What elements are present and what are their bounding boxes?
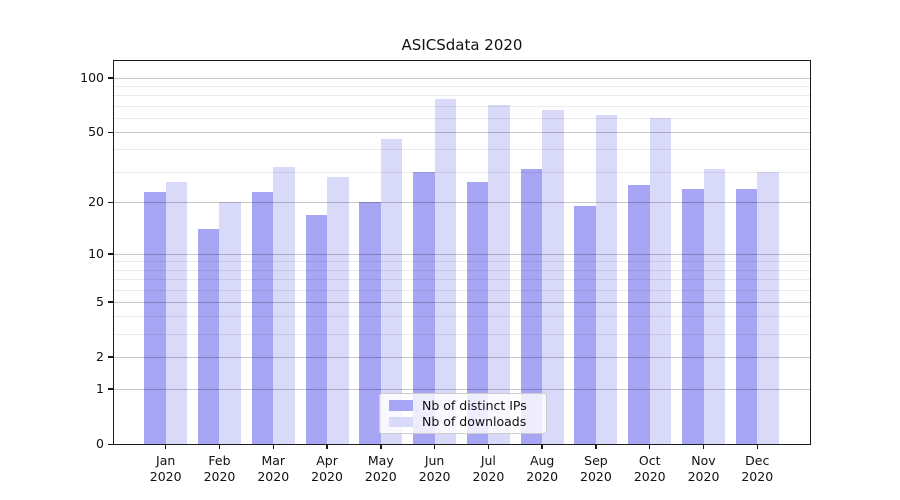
- plot-area: [113, 60, 811, 445]
- bar-downloads-may: [380, 138, 403, 444]
- legend-item-downloads: Nb of downloads: [380, 414, 546, 429]
- legend-label-downloads: Nb of downloads: [422, 414, 527, 430]
- x-tick-year: 2020: [687, 468, 720, 484]
- legend: Nb of distinct IPs Nb of downloads: [379, 393, 547, 434]
- bar-distinct-ips-may: [359, 202, 381, 444]
- x-tick-label-oct: Oct 2020: [618, 453, 682, 484]
- y-tick-label-100: 100: [80, 69, 104, 85]
- bar-distinct-ips-oct: [628, 185, 650, 444]
- legend-label-distinct-ips: Nb of distinct IPs: [422, 397, 527, 413]
- x-tick-label-mar: Mar 2020: [241, 453, 305, 484]
- gridline-major-50: [114, 132, 810, 133]
- x-tick-aug: [541, 445, 543, 449]
- bar-downloads-nov: [703, 169, 725, 444]
- gridline-minor-40: [114, 149, 810, 151]
- y-tick-label-50: 50: [88, 124, 104, 139]
- x-tick-year: 2020: [311, 468, 343, 484]
- legend-swatch-distinct-ips: [389, 400, 413, 411]
- x-tick-label-apr: Apr 2020: [295, 453, 359, 484]
- bar-distinct-ips-feb: [197, 229, 220, 444]
- bar-distinct-ips-sep: [574, 206, 596, 444]
- x-tick-year: 2020: [580, 468, 612, 484]
- y-tick-5: [108, 301, 113, 303]
- chart-title: ASICSdata 2020: [401, 36, 523, 54]
- legend-item-distinct-ips: Nb of distinct IPs: [380, 398, 546, 413]
- y-tick-label-10: 10: [88, 245, 104, 261]
- bar-distinct-ips-jan: [144, 191, 166, 444]
- bar-downloads-oct: [649, 117, 672, 444]
- x-tick-year: 2020: [741, 468, 774, 484]
- x-tick-label-jun: Jun 2020: [403, 453, 467, 484]
- x-tick-dec: [756, 445, 759, 449]
- x-tick-label-may: May 2020: [349, 453, 413, 484]
- x-tick-may: [380, 445, 382, 449]
- bar-distinct-ips-nov: [682, 188, 704, 444]
- x-tick-label-nov: Nov 2020: [672, 453, 736, 484]
- bar-downloads-dec: [757, 171, 779, 444]
- x-tick-sep: [595, 445, 597, 449]
- x-tick-nov: [702, 445, 705, 449]
- bar-distinct-ips-aug: [520, 169, 543, 444]
- x-tick-mar: [272, 445, 274, 449]
- bar-distinct-ips-apr: [305, 214, 328, 444]
- y-tick-label-20: 20: [88, 194, 104, 210]
- x-tick-label-feb: Feb 2020: [187, 453, 251, 484]
- y-tick-50: [108, 131, 113, 133]
- gridline-minor-80: [114, 95, 810, 97]
- x-tick-year: 2020: [364, 468, 397, 484]
- x-tick-jun: [433, 445, 436, 449]
- bar-downloads-aug: [542, 110, 564, 444]
- x-tick-label-jan: Jan 2020: [134, 453, 198, 484]
- gridline-minor-90: [114, 86, 810, 88]
- x-tick-label-sep: Sep 2020: [564, 453, 628, 484]
- y-tick-20: [108, 201, 113, 204]
- x-tick-year: 2020: [526, 468, 559, 484]
- bar-downloads-jul: [488, 104, 510, 444]
- bar-downloads-sep: [595, 115, 618, 444]
- y-tick-1: [108, 388, 113, 390]
- x-tick-jan: [164, 445, 167, 449]
- x-tick-label-jul: Jul 2020: [456, 453, 520, 484]
- bar-downloads-apr: [327, 176, 349, 444]
- legend-swatch-downloads: [389, 416, 413, 427]
- x-tick-oct: [648, 445, 651, 449]
- x-tick-jul: [487, 445, 490, 449]
- x-tick-year: 2020: [633, 468, 666, 484]
- x-tick-year: 2020: [257, 468, 290, 484]
- bar-downloads-jan: [165, 182, 188, 444]
- y-tick-10: [108, 253, 113, 255]
- bar-downloads-jun: [434, 99, 457, 444]
- x-tick-label-aug: Aug 2020: [510, 453, 574, 484]
- gridline-minor-60: [114, 117, 810, 119]
- bar-downloads-feb: [219, 202, 241, 444]
- x-tick-year: 2020: [472, 468, 505, 484]
- y-tick-label-5: 5: [96, 293, 104, 309]
- x-tick-apr: [326, 445, 328, 449]
- y-tick-100: [108, 77, 113, 79]
- y-tick-2: [108, 356, 113, 358]
- x-tick-year: 2020: [149, 468, 182, 484]
- x-tick-year: 2020: [418, 468, 451, 484]
- x-tick-feb: [218, 445, 221, 449]
- x-tick-year: 2020: [203, 468, 236, 484]
- gridline-major-100: [114, 77, 810, 79]
- gridline-minor-70: [114, 105, 810, 107]
- bar-downloads-mar: [273, 166, 295, 444]
- bar-distinct-ips-dec: [735, 188, 758, 444]
- x-tick-label-dec: Dec 2020: [725, 453, 789, 484]
- y-tick-0: [108, 443, 113, 445]
- bar-distinct-ips-jul: [466, 182, 489, 444]
- bar-distinct-ips-mar: [251, 191, 274, 444]
- y-tick-label-0: 0: [96, 436, 104, 451]
- bar-distinct-ips-jun: [413, 171, 435, 444]
- y-tick-label-1: 1: [96, 380, 104, 396]
- y-tick-label-2: 2: [96, 348, 104, 364]
